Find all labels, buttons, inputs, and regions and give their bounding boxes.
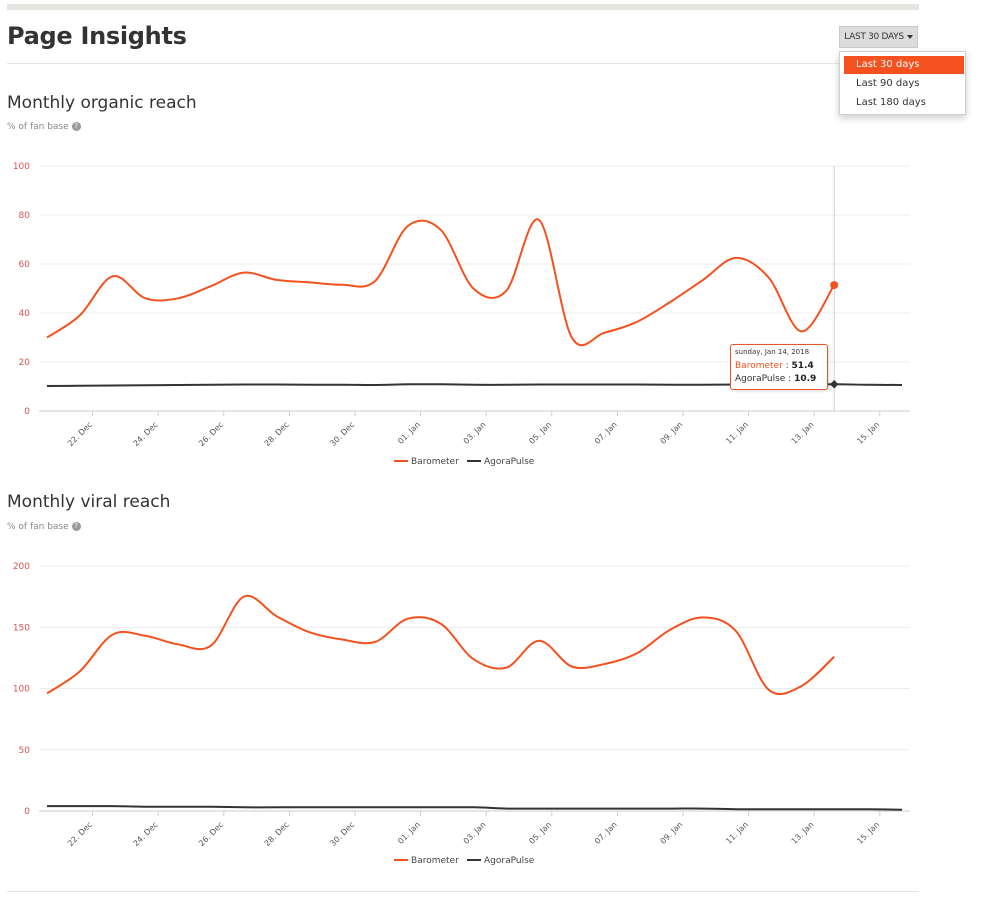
- y-tick-label: 50: [19, 746, 31, 756]
- x-tick-label: 26. Dec: [197, 420, 225, 448]
- y-tick-label: 40: [19, 309, 31, 319]
- x-tick-label: 22. Dec: [66, 420, 94, 448]
- x-tick-label: 03. Jan: [462, 820, 488, 846]
- y-tick-label: 200: [13, 562, 30, 572]
- y-tick-label: 100: [13, 162, 30, 172]
- x-tick-label: 05. Jan: [527, 420, 553, 446]
- x-tick-label: 15. Jan: [855, 820, 881, 846]
- y-tick-label: 60: [19, 260, 31, 270]
- organic-reach-subtitle: % of fan base?: [7, 122, 81, 132]
- help-icon[interactable]: ?: [71, 522, 81, 531]
- x-tick-label: 22. Dec: [66, 820, 94, 848]
- legend-label-barometer: Barometer: [411, 856, 459, 866]
- y-tick-label: 80: [19, 211, 31, 221]
- x-tick-label: 09. Jan: [659, 420, 685, 446]
- x-tick-label: 09. Jan: [659, 820, 685, 846]
- x-tick-label: 30. Dec: [328, 420, 356, 448]
- viral-reach-subtitle: % of fan base?: [7, 522, 81, 532]
- x-tick-label: 11. Jan: [724, 820, 750, 846]
- date-range-button[interactable]: LAST 30 DAYS: [839, 26, 918, 48]
- x-tick-label: 11. Jan: [724, 420, 750, 446]
- y-tick-label: 0: [24, 407, 30, 417]
- viral-subtitle-text: % of fan base: [7, 522, 69, 532]
- date-range-button-label: LAST 30 DAYS: [844, 32, 904, 42]
- x-tick-label: 30. Dec: [328, 820, 356, 848]
- help-icon[interactable]: ?: [71, 122, 81, 131]
- dropdown-item-last-90-days[interactable]: Last 90 days: [856, 78, 920, 89]
- dropdown-item-last-180-days[interactable]: Last 180 days: [856, 97, 926, 108]
- viral-reach-chart: 200 150 100 50 0 22. Dec 24. Dec 26. Dec 28. Dec…: [13, 562, 910, 866]
- organic-reach-chart: 100 80 60 40 20 0 22. Dec 24. Dec 26. Dec 28. Dec…: [13, 162, 910, 467]
- tooltip-date: sunday, Jan 14, 2018: [735, 348, 810, 356]
- chart-tooltip: sunday, Jan 14, 2018 Barometer : 51.4 Ag…: [730, 344, 828, 390]
- x-tick-label: 26. Dec: [197, 820, 225, 848]
- caret-down-icon: [906, 35, 913, 39]
- tooltip-value1: 51.4: [791, 361, 814, 371]
- x-tick-label: 24. Dec: [132, 820, 160, 848]
- tooltip-series1: Barometer: [735, 361, 783, 371]
- legend-label-agorapulse: AgoraPulse: [484, 856, 535, 866]
- y-tick-label: 20: [19, 358, 31, 368]
- tooltip-row-agorapulse: AgoraPulse : 10.9: [735, 374, 817, 384]
- x-tick-label: 28. Dec: [263, 820, 291, 848]
- viral-reach-title: Monthly viral reach: [7, 492, 171, 512]
- organic-subtitle-text: % of fan base: [7, 122, 69, 132]
- y-tick-label: 100: [13, 685, 30, 695]
- date-range-dropdown: Last 30 days Last 90 days Last 180 days: [839, 51, 966, 115]
- y-tick-label: 0: [24, 807, 30, 817]
- bottom-divider: [7, 891, 919, 892]
- x-tick-label: 03. Jan: [462, 420, 488, 446]
- top-accent-bar: [7, 4, 919, 10]
- x-tick-label: 24. Dec: [132, 420, 160, 448]
- page-title: Page Insights: [7, 22, 187, 50]
- tooltip-series2: AgoraPulse: [735, 374, 786, 384]
- x-tick-label: 13. Jan: [790, 820, 816, 846]
- series-line-agorapulse: [47, 805, 903, 811]
- tooltip-value2: 10.9: [794, 374, 817, 384]
- title-divider: [7, 63, 919, 64]
- legend-label-barometer: Barometer: [411, 457, 459, 467]
- x-tick-label: 28. Dec: [263, 420, 291, 448]
- x-tick-label: 07. Jan: [593, 420, 619, 446]
- x-tick-label: 01. Jan: [396, 820, 422, 846]
- x-tick-label: 01. Jan: [396, 420, 422, 446]
- x-tick-label: 15. Jan: [855, 420, 881, 446]
- legend-label-agorapulse: AgoraPulse: [484, 457, 535, 467]
- series-line-barometer: [46, 218, 836, 347]
- hover-marker-agorapulse: [829, 380, 839, 389]
- y-tick-label: 150: [13, 623, 30, 633]
- organic-reach-title: Monthly organic reach: [7, 93, 197, 113]
- tooltip-row-barometer: Barometer : 51.4: [735, 361, 814, 371]
- x-tick-label: 13. Jan: [790, 420, 816, 446]
- dropdown-item-last-30-days[interactable]: Last 30 days: [844, 56, 964, 74]
- x-tick-label: 07. Jan: [593, 820, 619, 846]
- hover-marker-barometer: [830, 281, 839, 290]
- x-tick-label: 05. Jan: [527, 820, 553, 846]
- series-line-barometer: [46, 594, 835, 696]
